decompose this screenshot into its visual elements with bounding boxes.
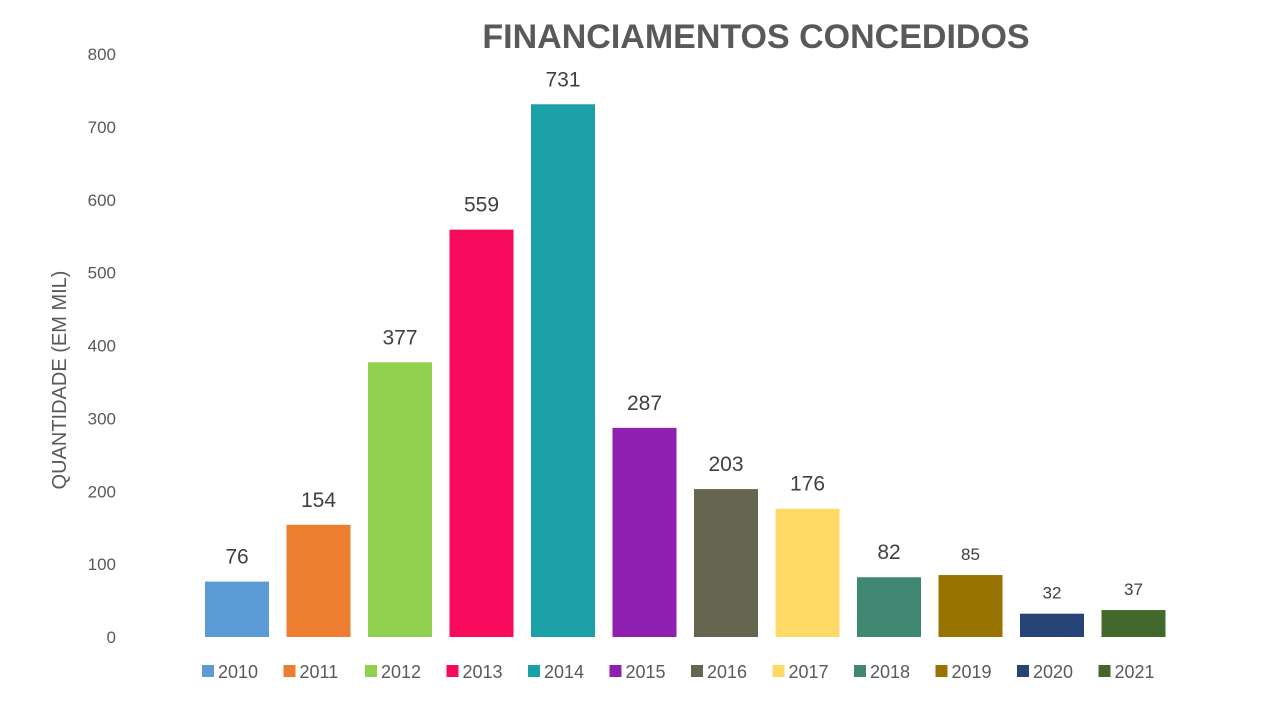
legend-swatch	[854, 665, 866, 677]
legend-swatch	[772, 665, 785, 677]
legend-swatch	[609, 665, 622, 677]
data-label: 82	[877, 541, 900, 564]
bar-2019	[938, 575, 1003, 637]
y-tick-label: 200	[88, 482, 116, 501]
legend-label: 2013	[463, 662, 503, 682]
legend-label: 2021	[1115, 662, 1155, 682]
data-label: 377	[382, 326, 417, 349]
data-label: 176	[790, 473, 825, 496]
data-label: 731	[545, 68, 580, 91]
bar-2018	[857, 577, 921, 637]
bar-2017	[775, 508, 840, 637]
data-label: 85	[961, 545, 980, 564]
bar-2013	[449, 229, 514, 637]
legend-label: 2012	[381, 662, 421, 682]
data-label: 32	[1043, 584, 1062, 603]
legend-label: 2015	[626, 662, 666, 682]
bar-2014	[531, 104, 595, 637]
legend-swatch	[1017, 665, 1029, 677]
bar-2010	[205, 581, 269, 637]
y-tick-label: 700	[88, 118, 116, 137]
y-tick-label: 400	[88, 337, 116, 356]
y-tick-label: 500	[88, 264, 116, 283]
bar-2021	[1101, 610, 1166, 637]
legend-label: 2011	[300, 662, 339, 682]
data-label: 203	[708, 453, 743, 476]
legend-swatch	[365, 665, 377, 677]
chart-title: FINANCIAMENTOS CONCEDIDOS	[482, 18, 1029, 56]
legend-label: 2018	[870, 662, 910, 682]
data-label: 154	[301, 489, 336, 512]
y-tick-label: 100	[88, 555, 116, 574]
legend-swatch	[691, 665, 703, 677]
legend-label: 2014	[544, 662, 584, 682]
bar-2020	[1020, 613, 1084, 637]
legend-swatch	[1098, 665, 1111, 677]
data-label: 559	[464, 194, 499, 217]
bar-2016	[694, 489, 758, 637]
legend-swatch	[202, 665, 214, 677]
legend-swatch	[935, 665, 948, 677]
legend-label: 2010	[218, 662, 258, 682]
legend-swatch	[528, 665, 540, 677]
legend-swatch	[446, 665, 459, 677]
legend-label: 2019	[952, 662, 992, 682]
y-tick-label: 300	[88, 409, 116, 428]
bar-2012	[368, 362, 432, 637]
bar-2015	[612, 427, 677, 637]
legend-swatch	[283, 665, 296, 677]
y-axis-label: QUANTIDADE (EM MIL)	[49, 271, 71, 490]
legend-label: 2017	[789, 662, 829, 682]
data-label: 287	[627, 392, 662, 415]
y-tick-label: 800	[88, 45, 116, 64]
y-tick-label: 0	[107, 628, 116, 647]
data-label: 37	[1124, 580, 1143, 599]
data-label: 76	[225, 546, 248, 569]
y-tick-label: 600	[88, 191, 116, 210]
bar-2011	[286, 524, 351, 637]
legend-label: 2016	[707, 662, 747, 682]
legend-label: 2020	[1033, 662, 1073, 682]
